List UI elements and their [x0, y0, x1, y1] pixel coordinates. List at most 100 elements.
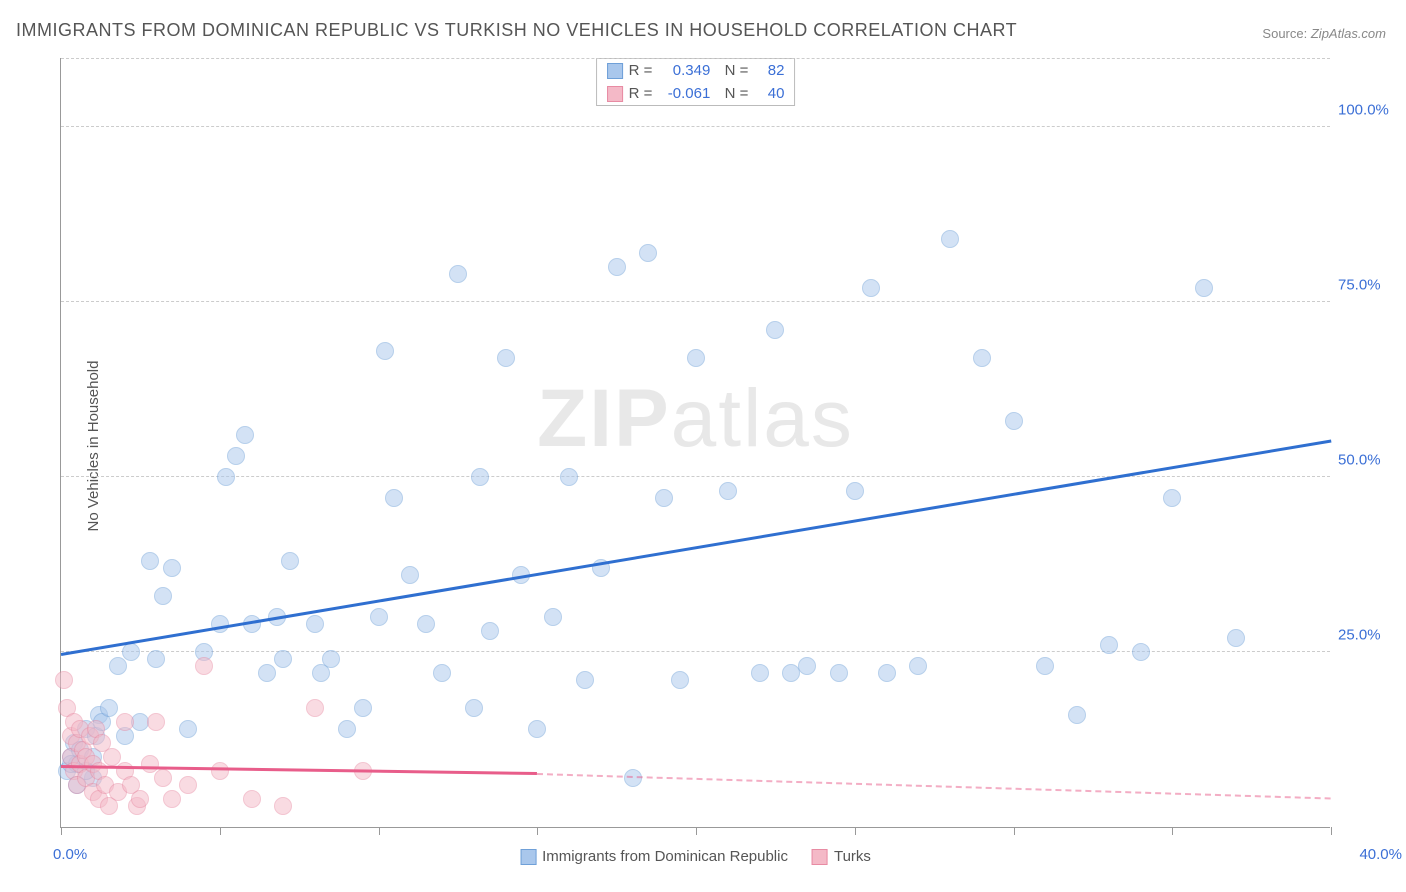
scatter-point	[878, 664, 896, 682]
n-label: N =	[716, 62, 748, 79]
scatter-point	[370, 608, 388, 626]
scatter-point	[798, 657, 816, 675]
scatter-point	[417, 615, 435, 633]
scatter-point	[100, 699, 118, 717]
x-tick-label-min: 0.0%	[53, 846, 87, 863]
scatter-point	[109, 657, 127, 675]
legend-label: Immigrants from Dominican Republic	[542, 848, 788, 865]
scatter-point	[401, 566, 419, 584]
scatter-point	[354, 699, 372, 717]
x-tick	[1172, 827, 1173, 835]
trend-line	[61, 440, 1331, 656]
scatter-point	[211, 615, 229, 633]
n-value: 40	[754, 85, 784, 102]
x-tick	[379, 827, 380, 835]
scatter-point	[1100, 636, 1118, 654]
chart-title: IMMIGRANTS FROM DOMINICAN REPUBLIC VS TU…	[16, 20, 1017, 41]
trend-line	[537, 773, 1331, 799]
scatter-point	[122, 643, 140, 661]
scatter-point	[306, 699, 324, 717]
scatter-point	[322, 650, 340, 668]
scatter-point	[766, 321, 784, 339]
gridline	[61, 476, 1330, 477]
r-value: 0.349	[658, 62, 710, 79]
scatter-point	[751, 664, 769, 682]
scatter-point	[131, 790, 149, 808]
scatter-point	[55, 671, 73, 689]
scatter-point	[1227, 629, 1245, 647]
gridline	[61, 58, 1330, 59]
scatter-point	[179, 720, 197, 738]
r-label: R =	[629, 85, 653, 102]
legend-swatch	[607, 86, 623, 102]
series-legend: Immigrants from Dominican Republic Turks	[520, 848, 871, 865]
x-tick	[61, 827, 62, 835]
legend-item: Turks	[812, 848, 871, 865]
scatter-point	[274, 650, 292, 668]
scatter-point	[471, 468, 489, 486]
watermark-bold: ZIP	[537, 373, 671, 464]
scatter-point	[909, 657, 927, 675]
scatter-point	[1068, 706, 1086, 724]
scatter-point	[687, 349, 705, 367]
scatter-point	[1005, 412, 1023, 430]
scatter-point	[465, 699, 483, 717]
n-label: N =	[716, 85, 748, 102]
scatter-point	[846, 482, 864, 500]
scatter-point	[671, 671, 689, 689]
scatter-point	[217, 468, 235, 486]
scatter-point	[560, 468, 578, 486]
scatter-point	[236, 426, 254, 444]
scatter-point	[154, 769, 172, 787]
x-tick	[1331, 827, 1332, 835]
plot-area: ZIPatlas R =0.349 N =82R =-0.061 N =40 I…	[60, 58, 1330, 828]
n-value: 82	[754, 62, 784, 79]
source-label: Source:	[1262, 26, 1307, 41]
scatter-point	[147, 650, 165, 668]
gridline	[61, 301, 1330, 302]
scatter-point	[338, 720, 356, 738]
scatter-point	[195, 657, 213, 675]
gridline	[61, 126, 1330, 127]
legend-swatch	[520, 849, 536, 865]
scatter-point	[449, 265, 467, 283]
legend-label: Turks	[834, 848, 871, 865]
correlation-legend: R =0.349 N =82R =-0.061 N =40	[596, 58, 796, 106]
scatter-point	[655, 489, 673, 507]
y-tick-label: 75.0%	[1338, 277, 1398, 294]
scatter-point	[385, 489, 403, 507]
y-tick-label: 100.0%	[1338, 102, 1398, 119]
scatter-point	[719, 482, 737, 500]
scatter-point	[497, 349, 515, 367]
scatter-point	[163, 790, 181, 808]
scatter-point	[433, 664, 451, 682]
scatter-point	[1132, 643, 1150, 661]
legend-row: R = 0.349 N = 82	[597, 59, 795, 82]
scatter-point	[147, 713, 165, 731]
scatter-point	[1036, 657, 1054, 675]
r-label: R =	[629, 62, 653, 79]
source-value: ZipAtlas.com	[1311, 26, 1386, 41]
scatter-point	[1195, 279, 1213, 297]
watermark-rest: atlas	[671, 373, 854, 464]
y-tick-label: 50.0%	[1338, 452, 1398, 469]
x-tick	[1014, 827, 1015, 835]
scatter-point	[274, 797, 292, 815]
scatter-point	[862, 279, 880, 297]
scatter-point	[163, 559, 181, 577]
scatter-point	[116, 713, 134, 731]
scatter-point	[306, 615, 324, 633]
scatter-point	[544, 608, 562, 626]
scatter-point	[281, 552, 299, 570]
x-tick	[220, 827, 221, 835]
scatter-point	[141, 552, 159, 570]
x-tick	[855, 827, 856, 835]
scatter-point	[227, 447, 245, 465]
scatter-point	[481, 622, 499, 640]
legend-swatch	[607, 63, 623, 79]
scatter-point	[211, 762, 229, 780]
scatter-point	[376, 342, 394, 360]
scatter-point	[941, 230, 959, 248]
scatter-point	[973, 349, 991, 367]
scatter-point	[528, 720, 546, 738]
